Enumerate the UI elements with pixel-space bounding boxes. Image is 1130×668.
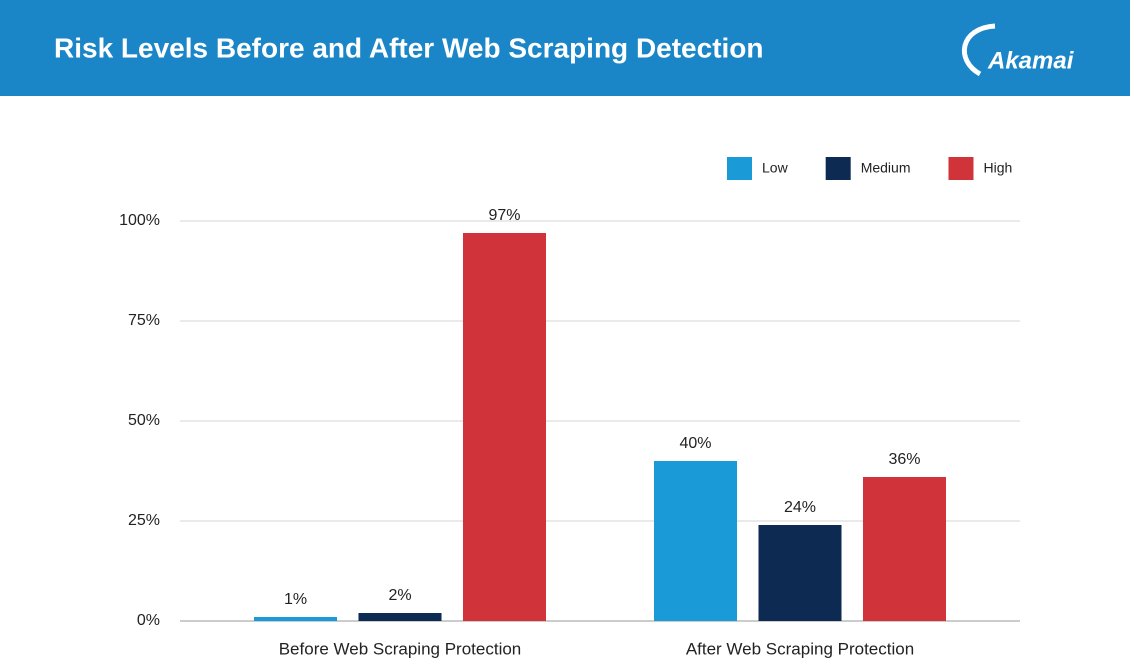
y-tick-label: 25% xyxy=(128,512,160,529)
bar xyxy=(863,477,946,621)
data-label: 2% xyxy=(388,587,411,604)
x-tick-label: Before Web Scraping Protection xyxy=(279,639,522,658)
legend-label: Medium xyxy=(861,160,911,176)
legend-swatch xyxy=(727,157,752,180)
data-label: 40% xyxy=(679,435,711,452)
legend-label: Low xyxy=(762,160,789,176)
data-label: 24% xyxy=(784,499,816,516)
legend-label: High xyxy=(983,160,1012,176)
data-label: 36% xyxy=(888,451,920,468)
bar xyxy=(463,233,546,621)
logo: Akamai xyxy=(987,47,1075,74)
y-tick-label: 50% xyxy=(128,412,160,429)
header-band xyxy=(0,0,1130,96)
page-title: Risk Levels Before and After Web Scrapin… xyxy=(54,32,764,63)
data-label: 1% xyxy=(284,591,307,608)
legend-swatch xyxy=(948,157,974,180)
logo-swoosh xyxy=(961,23,996,77)
bar xyxy=(654,461,737,621)
x-tick-label: After Web Scraping Protection xyxy=(686,639,914,658)
bar xyxy=(254,617,337,621)
bar xyxy=(358,613,442,621)
bar xyxy=(758,525,842,621)
y-tick-label: 75% xyxy=(128,312,160,329)
legend-swatch xyxy=(825,157,851,180)
y-tick-label: 0% xyxy=(137,612,160,629)
y-tick-label: 100% xyxy=(119,212,160,229)
data-label: 97% xyxy=(488,207,520,224)
